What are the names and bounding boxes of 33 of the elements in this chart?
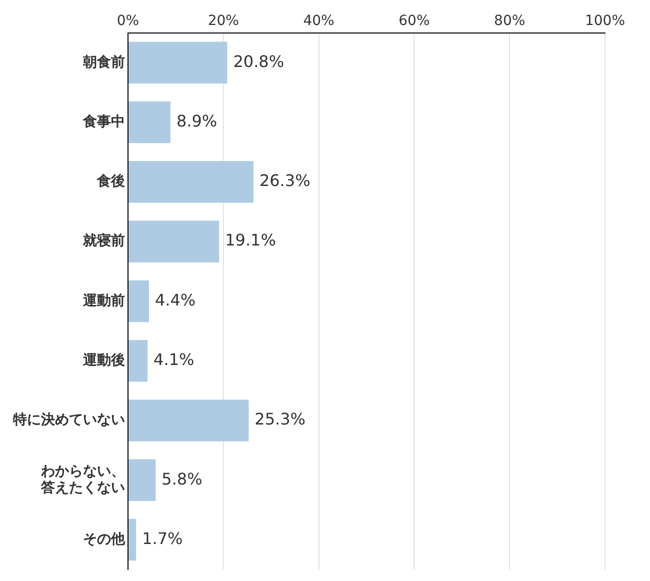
data-label: 20.8% [233, 52, 284, 71]
data-label: 4.4% [154, 290, 196, 310]
y-tick-label: その他 [83, 531, 126, 548]
y-tick-label: 就寝前 [82, 232, 125, 250]
y-tick-label: 食後 [96, 174, 125, 190]
y-tick-label: 運動後 [82, 352, 125, 368]
bar [128, 161, 254, 203]
x-tick-label: 40% [303, 13, 334, 30]
data-label: 5.8% [162, 469, 202, 488]
x-tick-label: 20% [208, 13, 239, 30]
bar [128, 400, 249, 442]
data-label: 4.1% [154, 350, 194, 369]
bar [128, 220, 220, 262]
bar [128, 518, 136, 561]
y-tick-label: 運動前 [82, 292, 125, 309]
data-label: 1.7% [142, 528, 183, 548]
bar [128, 42, 228, 84]
bar [128, 459, 156, 502]
bar [128, 101, 170, 144]
data-label: 26.3% [259, 171, 310, 190]
y-tick-label: わからない、答えたくない [40, 463, 125, 496]
x-tick-label: 0% [116, 13, 140, 30]
y-tick-label: 食事中 [82, 114, 125, 130]
y-tick-label: 朝食前 [82, 54, 125, 70]
x-tick-label: 80% [494, 13, 526, 30]
data-label: 8.9% [176, 111, 218, 130]
x-tick-label: 100% [584, 13, 626, 30]
data-label: 19.1% [225, 230, 276, 250]
y-tick-label: 特に決めていない [12, 412, 125, 428]
data-label: 25.3% [254, 410, 306, 429]
x-tick-label: 60% [398, 13, 430, 30]
bar [128, 280, 149, 322]
bar [128, 340, 148, 382]
